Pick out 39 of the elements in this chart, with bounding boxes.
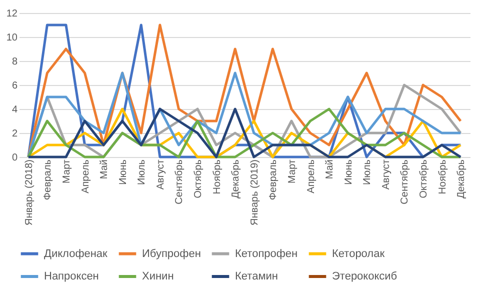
x-tick-label: Август (155, 159, 166, 190)
x-tick-label: Октябрь (418, 160, 430, 198)
x-tick-label: Май (99, 160, 110, 180)
x-tick-label: Май (324, 160, 336, 180)
legend-label: Кетопрофен (235, 248, 298, 260)
x-tick-label: Июнь (343, 160, 354, 185)
legend-label: Кетамин (235, 270, 278, 282)
x-tick-label: Февраль (42, 160, 54, 200)
x-tick-label: Июль (136, 160, 148, 186)
x-tick-label: Февраль (268, 160, 280, 200)
legend-label: Хинин (142, 270, 174, 282)
x-tick-label: Ноябрь (437, 160, 448, 194)
x-tick-label: Ноябрь (212, 160, 223, 194)
x-tick-label: Январь (2018) (24, 160, 35, 226)
x-tick-label: Март (286, 159, 298, 184)
x-tick-label: Сентябрь (174, 160, 186, 204)
x-tick-label: Декабрь (230, 160, 242, 198)
y-tick-label: 8 (12, 56, 18, 68)
y-tick-label: 6 (12, 80, 18, 92)
legend-label: Напроксен (44, 270, 99, 282)
legend-label: Этерококсиб (332, 270, 398, 282)
x-tick-label: Август (380, 159, 392, 190)
x-tick-label: Июнь (118, 160, 129, 185)
legend-label: Ибупрофен (142, 248, 201, 260)
legend-label: Кеторолак (332, 248, 385, 260)
x-tick-label: Октябрь (193, 160, 204, 198)
y-tick-label: 4 (12, 104, 18, 116)
x-tick-label: Январь (2019) (249, 160, 260, 226)
x-tick-label: Декабрь (456, 160, 468, 198)
y-tick-label: 10 (6, 32, 18, 44)
x-tick-label: Сентябрь (400, 160, 411, 204)
x-tick-label: Апрель (306, 160, 317, 194)
y-tick-label: 0 (12, 152, 18, 164)
legend-label: Диклофенак (44, 248, 108, 260)
x-tick-label: Март (61, 159, 72, 184)
y-tick-label: 2 (12, 128, 18, 140)
x-tick-label: Июль (362, 160, 374, 186)
y-tick-label: 12 (6, 8, 18, 20)
x-tick-label: Апрель (80, 160, 92, 194)
